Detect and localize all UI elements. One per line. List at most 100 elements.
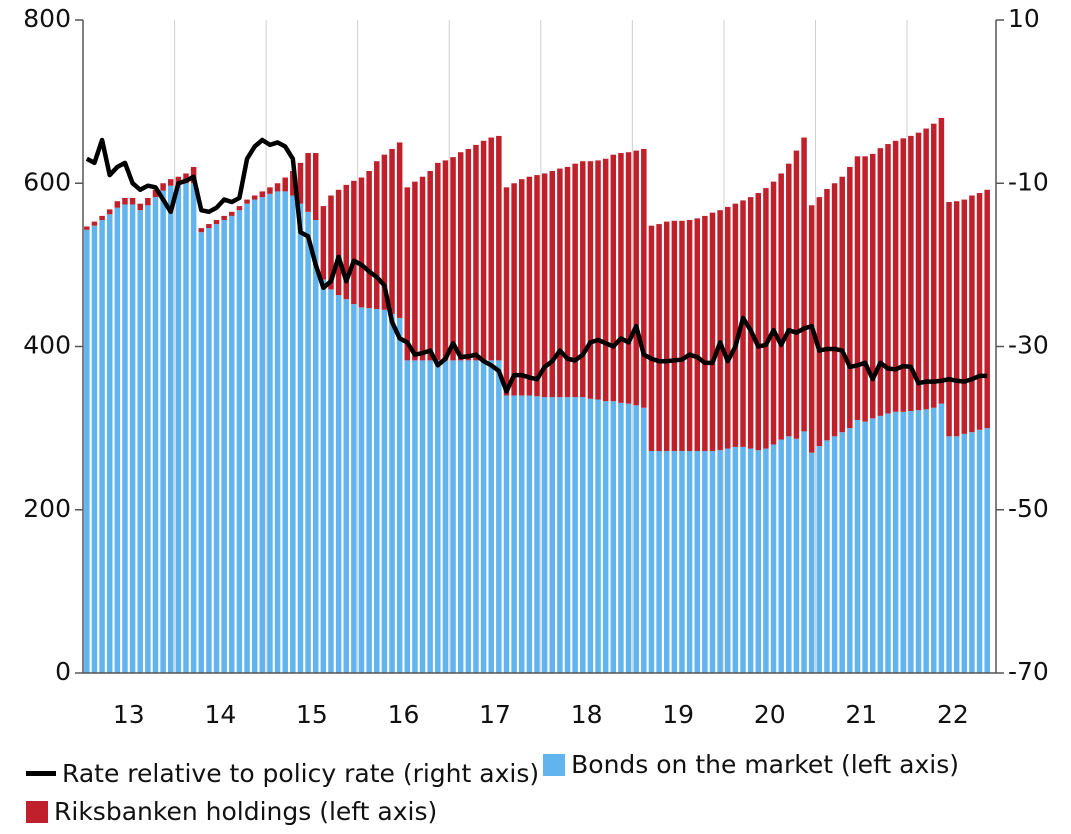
bar	[221, 215, 227, 220]
bar	[618, 153, 624, 403]
bar	[267, 193, 273, 673]
bar	[412, 181, 418, 361]
x-tick-label: 14	[204, 700, 236, 729]
bar	[862, 156, 868, 422]
bar	[145, 205, 151, 673]
bar	[206, 224, 212, 229]
bar	[931, 123, 937, 408]
bar	[610, 154, 617, 402]
bar	[526, 176, 533, 396]
bar	[206, 228, 212, 674]
y-tick-label: 600	[23, 167, 71, 196]
bar	[702, 450, 708, 673]
x-tick-label: 17	[479, 700, 511, 729]
bar	[602, 401, 609, 673]
legend-item: Rate relative to policy rate (right axis…	[26, 755, 539, 793]
bar	[946, 436, 952, 673]
bar	[435, 162, 441, 361]
bar	[824, 440, 830, 673]
bar	[457, 360, 464, 673]
bar	[351, 180, 357, 305]
bar	[152, 189, 159, 198]
bar	[343, 184, 349, 300]
bar	[633, 150, 639, 406]
bar	[747, 197, 754, 449]
bar	[625, 152, 632, 404]
bar	[488, 360, 494, 673]
bar	[663, 450, 670, 673]
bar	[389, 313, 395, 673]
bar	[129, 204, 136, 673]
bar	[740, 446, 746, 673]
x-tick-label: 13	[113, 700, 145, 729]
legend-label: Bonds on the market (left axis)	[571, 750, 960, 779]
bar	[915, 132, 922, 411]
bar	[389, 148, 395, 314]
x-tick-label: 15	[296, 700, 328, 729]
bar	[122, 204, 128, 673]
bar	[213, 219, 220, 225]
bar	[480, 140, 487, 361]
bar	[900, 138, 906, 412]
legend-label: Riksbanken holdings (left axis)	[54, 796, 438, 826]
legend-swatch	[26, 771, 56, 776]
bar	[793, 438, 800, 673]
y2-tick-label: 10	[1008, 4, 1040, 33]
bar	[351, 304, 357, 673]
bar	[953, 436, 960, 673]
bar	[442, 160, 449, 361]
bar	[396, 317, 403, 673]
bar	[168, 185, 174, 674]
bar	[549, 397, 556, 673]
bar	[557, 397, 563, 673]
bar	[297, 203, 304, 673]
bar	[473, 144, 479, 361]
bar	[725, 448, 731, 673]
bar	[328, 289, 334, 673]
bar	[847, 428, 853, 673]
bar	[808, 452, 815, 673]
bar	[244, 203, 250, 673]
bar	[686, 219, 693, 451]
bar	[335, 189, 342, 296]
chart: 0 200 400 600 800 -70 -50 -30 -10 10 13 14 15 16 17 18 1…	[23, 4, 1049, 729]
bar	[129, 197, 136, 205]
bar	[106, 209, 113, 215]
bar	[633, 405, 639, 673]
bar	[122, 197, 128, 205]
bar	[412, 360, 418, 673]
bar	[923, 128, 929, 410]
bar	[793, 150, 800, 439]
x-tick-label: 16	[388, 700, 420, 729]
bar	[503, 187, 510, 396]
bar	[778, 173, 784, 440]
bar	[183, 183, 189, 673]
bar	[274, 191, 281, 673]
bar	[587, 398, 594, 673]
y-tick-label: 400	[23, 331, 71, 360]
bar	[229, 211, 235, 216]
bar	[595, 160, 601, 400]
bar	[221, 219, 227, 673]
bar	[358, 307, 365, 673]
bar	[877, 415, 884, 673]
bar	[786, 163, 792, 437]
bar	[885, 144, 891, 414]
bar	[541, 173, 548, 398]
bar	[915, 410, 922, 673]
bar	[282, 191, 288, 673]
bar	[938, 403, 945, 673]
bar	[648, 225, 655, 451]
bar	[961, 199, 968, 434]
bar	[198, 232, 205, 673]
bar	[503, 395, 510, 673]
bar	[892, 140, 899, 412]
bar	[885, 413, 891, 673]
bar	[465, 148, 472, 361]
bar	[602, 158, 609, 402]
bar	[91, 221, 98, 226]
bar	[450, 360, 456, 673]
bar	[946, 202, 952, 437]
bar	[557, 168, 563, 398]
bar	[732, 203, 739, 447]
